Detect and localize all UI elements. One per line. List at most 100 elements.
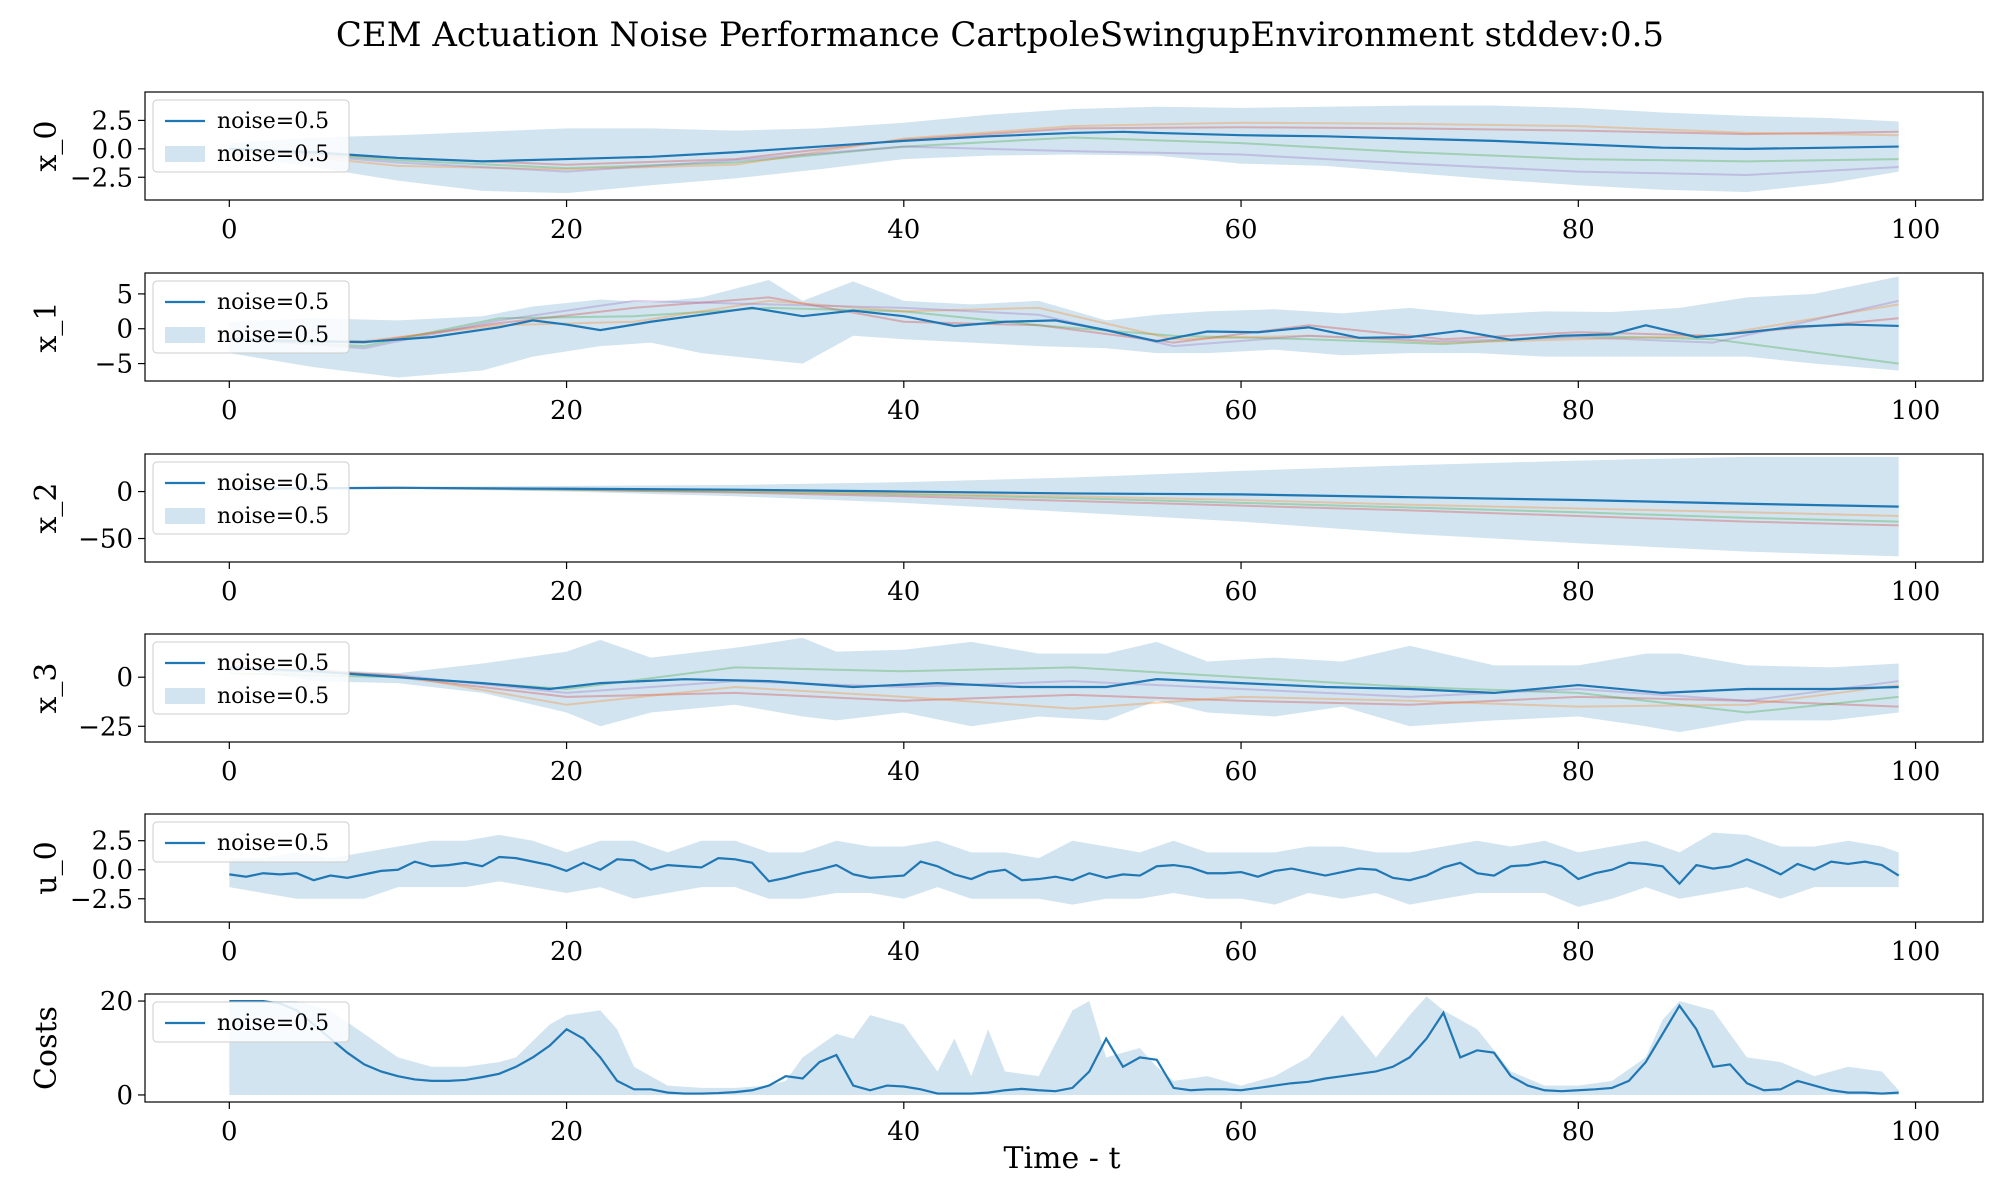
x-tick-label: 20 xyxy=(550,1117,583,1147)
legend-label: noise=0.5 xyxy=(217,109,329,134)
legend-frame xyxy=(152,461,350,535)
chart-title: CEM Actuation Noise Performance Cartpole… xyxy=(336,15,1664,55)
legend-frame xyxy=(152,99,350,173)
x-tick-label: 20 xyxy=(550,577,583,607)
sample-trajectory-1 xyxy=(229,136,1899,170)
legend: noise=0.5 noise=0.5 xyxy=(152,99,350,173)
legend-frame xyxy=(152,641,350,715)
x-tick-label: 0 xyxy=(221,1117,238,1147)
legend-frame xyxy=(152,280,350,354)
confidence-band xyxy=(229,276,1899,378)
plot-area xyxy=(229,276,1899,378)
mean-line xyxy=(229,999,1899,1095)
x-tick-label: 80 xyxy=(1562,937,1595,967)
plot-area xyxy=(229,996,1899,1095)
plot-area xyxy=(229,105,1899,194)
x-tick-label: 40 xyxy=(887,396,920,426)
x-tick-label: 40 xyxy=(887,757,920,787)
plot-area xyxy=(229,832,1900,907)
legend-band-swatch xyxy=(165,327,205,343)
x-tick-label: 100 xyxy=(1891,577,1941,607)
y-tick-label: 0 xyxy=(116,478,133,508)
y-tick-label: 0 xyxy=(116,1081,133,1111)
y-axis-label: x_1 xyxy=(29,301,64,352)
y-tick-label: −5 xyxy=(95,350,133,380)
y-axis-label: x_0 xyxy=(29,120,64,171)
legend-label: noise=0.5 xyxy=(217,504,329,529)
subplot-3: 0 20 40 60 80 100 0 −25 x_3 noise=0.5 noise=0.5 xyxy=(29,633,1984,787)
y-tick-label: −2.5 xyxy=(70,163,133,193)
x-tick-label: 80 xyxy=(1562,1117,1595,1147)
x-tick-label: 20 xyxy=(550,937,583,967)
x-tick-label: 80 xyxy=(1562,396,1595,426)
x-tick-label: 60 xyxy=(1225,396,1258,426)
legend: noise=0.5 noise=0.5 xyxy=(152,641,350,715)
legend-label: noise=0.5 xyxy=(217,471,329,496)
x-tick-label: 100 xyxy=(1891,1117,1941,1147)
sample-trajectory-3 xyxy=(229,668,1899,702)
mean-line xyxy=(229,666,1899,695)
axes-frame xyxy=(144,91,1984,201)
y-tick-label: 2.5 xyxy=(92,106,133,136)
subplot-4: 0 20 40 60 80 100 2.50.0−2.5u_0 noise=0.5 xyxy=(29,813,1984,967)
legend: noise=0.5 noise=0.5 xyxy=(152,461,350,535)
axes-frame xyxy=(144,272,1984,382)
x-tick-label: 80 xyxy=(1562,577,1595,607)
x-tick-label: 100 xyxy=(1891,757,1941,787)
mean-line xyxy=(229,486,1899,508)
x-tick-label: 0 xyxy=(221,937,238,967)
legend-frame xyxy=(152,821,350,863)
x-tick-label: 100 xyxy=(1891,215,1941,245)
y-tick-label: 0 xyxy=(116,663,133,693)
sample-trajectory-0 xyxy=(229,126,1899,166)
x-tick-label: 20 xyxy=(550,215,583,245)
legend: noise=0.5 xyxy=(152,1001,350,1043)
y-tick-label: 0.0 xyxy=(92,135,133,165)
subplot-5: 0 20 40 60 80 100 20 0 Costs noise=0.5 xyxy=(29,987,1984,1147)
x-axis-label: Time - t xyxy=(1003,1141,1120,1176)
y-axis-label: x_2 xyxy=(29,482,64,533)
legend-label: noise=0.5 xyxy=(217,142,329,167)
x-tick-label: 0 xyxy=(221,577,238,607)
mean-line xyxy=(229,306,1899,344)
x-tick-label: 20 xyxy=(550,757,583,787)
axes-frame xyxy=(144,993,1984,1103)
mean-line xyxy=(229,855,1900,886)
confidence-band xyxy=(229,105,1899,194)
legend-label: noise=0.5 xyxy=(217,323,329,348)
y-axis-label: Costs xyxy=(29,1006,64,1090)
x-tick-label: 80 xyxy=(1562,757,1595,787)
confidence-band xyxy=(229,996,1899,1095)
legend-label: noise=0.5 xyxy=(217,684,329,709)
sample-trajectory-2 xyxy=(229,121,1899,171)
sample-trajectory-2 xyxy=(229,299,1899,344)
y-axis-label: x_3 xyxy=(29,662,64,713)
y-tick-label: 20 xyxy=(100,987,133,1017)
y-tick-label: −2.5 xyxy=(70,885,133,915)
legend-label: noise=0.5 xyxy=(217,651,329,676)
x-tick-label: 40 xyxy=(887,215,920,245)
sample-trajectory-0 xyxy=(229,296,1899,344)
y-tick-label: 0 xyxy=(116,315,133,345)
subplot-1: 0 20 40 60 80 100 5 0 −5 x_1 noise=0.5 noise=0.5 xyxy=(29,272,1984,426)
x-tick-label: 60 xyxy=(1225,937,1258,967)
x-tick-label: 40 xyxy=(887,577,920,607)
x-tick-label: 20 xyxy=(550,396,583,426)
legend-label: noise=0.5 xyxy=(217,290,329,315)
subplot-2: 0 20 40 60 80 100 0 −50 x_2 noise=0.5 noise=0.5 xyxy=(29,453,1984,607)
y-tick-label: −25 xyxy=(78,712,133,742)
sample-trajectory-0 xyxy=(229,660,1899,708)
y-tick-label: 2.5 xyxy=(92,827,133,857)
confidence-band xyxy=(229,832,1899,907)
x-tick-label: 0 xyxy=(221,396,238,426)
legend-label: noise=0.5 xyxy=(217,1011,329,1036)
y-tick-label: 0.0 xyxy=(92,856,133,886)
legend: noise=0.5 xyxy=(152,821,350,863)
legend: noise=0.5 noise=0.5 xyxy=(152,280,350,354)
legend-frame xyxy=(152,1001,350,1043)
x-tick-label: 60 xyxy=(1225,215,1258,245)
y-tick-label: −50 xyxy=(78,525,133,555)
